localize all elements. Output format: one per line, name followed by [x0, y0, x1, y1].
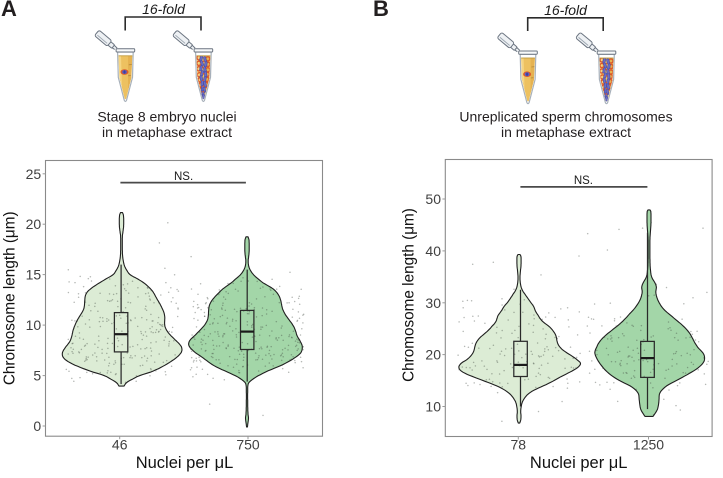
svg-text:16-fold: 16-fold: [544, 2, 588, 18]
svg-text:30: 30: [425, 295, 441, 311]
svg-text:NS.: NS.: [574, 175, 593, 187]
svg-text:20: 20: [425, 347, 441, 363]
svg-text:750: 750: [236, 437, 260, 453]
svg-text:Chromosome length (μm): Chromosome length (μm): [2, 211, 19, 385]
svg-text:in metaphase extract: in metaphase extract: [102, 124, 232, 140]
svg-text:50: 50: [425, 191, 441, 207]
svg-text:25: 25: [26, 166, 42, 182]
svg-text:A: A: [1, 0, 17, 21]
svg-text:Stage 8 embryo nuclei: Stage 8 embryo nuclei: [97, 109, 236, 125]
svg-text:Chromosome length (μm): Chromosome length (μm): [401, 208, 418, 382]
svg-text:20: 20: [26, 216, 42, 232]
svg-text:46: 46: [112, 437, 128, 453]
svg-text:NS.: NS.: [174, 171, 193, 183]
svg-text:1250: 1250: [633, 437, 664, 453]
svg-text:40: 40: [425, 243, 441, 259]
svg-text:16-fold: 16-fold: [142, 1, 186, 17]
svg-text:10: 10: [425, 399, 441, 415]
svg-text:in metaphase extract: in metaphase extract: [501, 124, 631, 140]
svg-text:10: 10: [26, 317, 42, 333]
svg-text:Nuclei per μL: Nuclei per μL: [136, 454, 234, 472]
svg-text:15: 15: [26, 267, 42, 283]
svg-text:78: 78: [511, 437, 527, 453]
svg-text:5: 5: [33, 368, 41, 384]
svg-text:Unreplicated sperm chromosomes: Unreplicated sperm chromosomes: [459, 109, 672, 125]
svg-text:0: 0: [33, 418, 41, 434]
svg-text:B: B: [373, 0, 389, 21]
svg-text:Nuclei per μL: Nuclei per μL: [530, 454, 628, 472]
